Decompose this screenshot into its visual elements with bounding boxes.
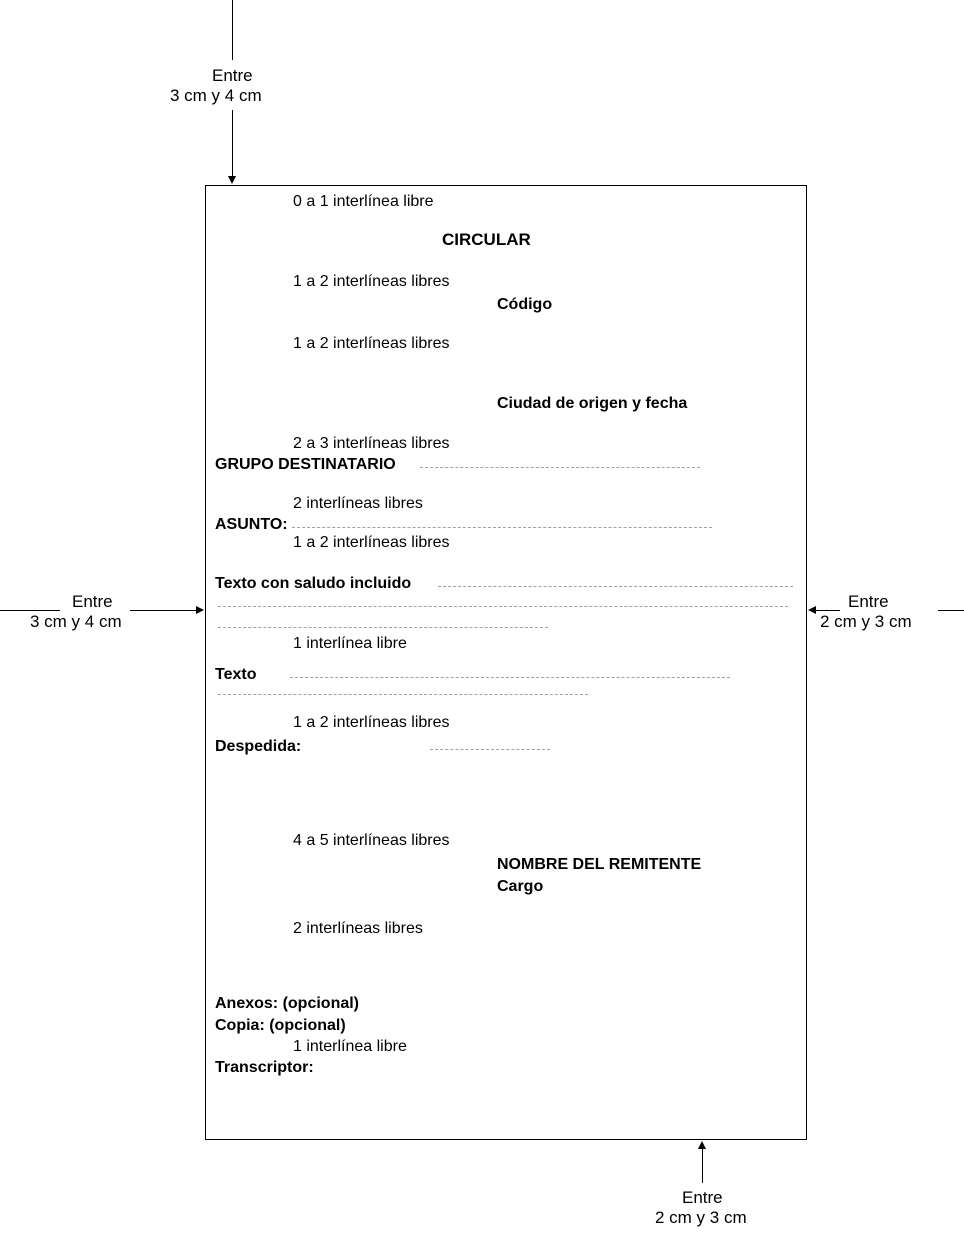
right-margin-arrowhead — [808, 606, 816, 614]
transcriptor-label: Transcriptor: — [215, 1059, 314, 1077]
left-margin-label2: 3 cm y 4 cm — [30, 612, 122, 632]
interline-1b: 1 interlínea libre — [293, 1038, 407, 1056]
left-margin-label1: Entre — [72, 592, 113, 612]
dash-saludo-1 — [438, 586, 793, 587]
anexos-label: Anexos: (opcional) — [215, 995, 359, 1013]
copia-label: Copia: (opcional) — [215, 1017, 346, 1035]
remitente-label: NOMBRE DEL REMITENTE — [497, 856, 701, 874]
interline-1: 1 interlínea libre — [293, 635, 407, 653]
despedida-label: Despedida: — [215, 738, 301, 756]
top-margin-arrow-line — [232, 0, 233, 60]
interline-2b: 2 interlíneas libres — [293, 920, 423, 938]
dash-asunto — [292, 527, 712, 528]
title-circular: CIRCULAR — [442, 230, 531, 250]
interline-1-2-d: 1 a 2 interlíneas libres — [293, 714, 450, 732]
interline-1-2-c: 1 a 2 interlíneas libres — [293, 534, 450, 552]
dash-texto-2 — [218, 694, 588, 695]
codigo-label: Código — [497, 296, 552, 314]
dash-despedida — [430, 749, 550, 750]
left-margin-arrow-line2 — [130, 610, 198, 611]
right-margin-arrow-line — [815, 610, 840, 611]
dash-texto-1 — [290, 677, 730, 678]
interline-2: 2 interlíneas libres — [293, 495, 423, 513]
dash-saludo-2 — [218, 606, 788, 607]
bottom-margin-label2: 2 cm y 3 cm — [655, 1208, 747, 1228]
ciudad-fecha-label: Ciudad de origen y fecha — [497, 395, 687, 413]
top-margin-arrowhead — [228, 176, 236, 184]
interline-0-1: 0 a 1 interlínea libre — [293, 193, 434, 211]
grupo-destinatario: GRUPO DESTINATARIO — [215, 456, 396, 474]
top-margin-label2: 3 cm y 4 cm — [170, 86, 262, 106]
texto-saludo: Texto con saludo incluido — [215, 575, 411, 593]
texto-label: Texto — [215, 666, 256, 684]
left-margin-arrow-line — [0, 610, 60, 611]
interline-1-2-a: 1 a 2 interlíneas libres — [293, 273, 450, 291]
interline-2-3: 2 a 3 interlíneas libres — [293, 435, 450, 453]
right-margin-arrow-line2 — [938, 610, 964, 611]
top-margin-arrow-line2 — [232, 110, 233, 178]
bottom-margin-arrowhead — [698, 1141, 706, 1149]
left-margin-arrowhead — [196, 606, 204, 614]
asunto-label: ASUNTO: — [215, 516, 288, 534]
bottom-margin-label1: Entre — [682, 1188, 723, 1208]
interline-1-2-b: 1 a 2 interlíneas libres — [293, 335, 450, 353]
dash-grupo — [420, 467, 700, 468]
right-margin-label1: Entre — [848, 592, 889, 612]
right-margin-label2: 2 cm y 3 cm — [820, 612, 912, 632]
cargo-label: Cargo — [497, 878, 543, 896]
bottom-margin-arrow-line — [702, 1148, 703, 1183]
dash-saludo-3 — [218, 627, 548, 628]
interline-4-5: 4 a 5 interlíneas libres — [293, 832, 450, 850]
top-margin-label1: Entre — [212, 66, 253, 86]
diagram-canvas: Entre 3 cm y 4 cm Entre 3 cm y 4 cm Entr… — [0, 0, 964, 1244]
